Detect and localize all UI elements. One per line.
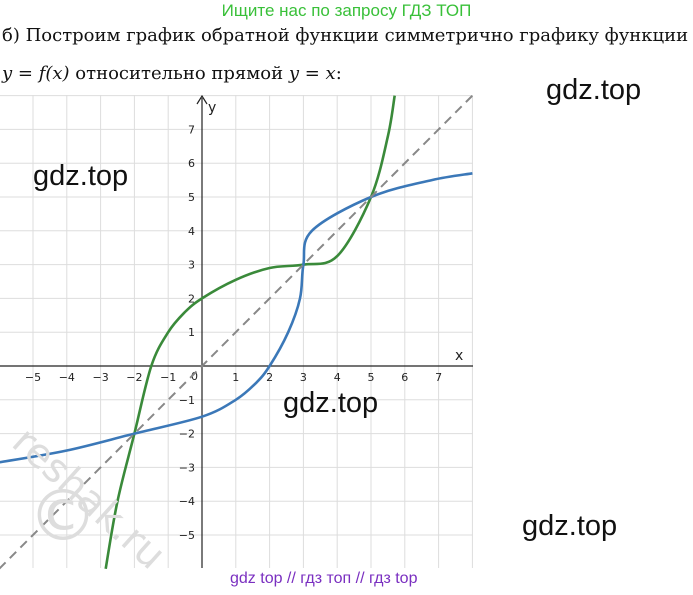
x-tick-label: 7 [435, 371, 442, 384]
series-line-blue [0, 172, 473, 464]
x-tick-label: −1 [160, 371, 176, 384]
x-tick-label: −2 [126, 371, 142, 384]
formula-y-fx: y = f(x) [2, 63, 70, 84]
axes: x y 0 [0, 94, 473, 568]
series [0, 94, 474, 570]
bottom-links: gdz top // гдз топ // гдз top [230, 570, 418, 587]
watermark-top-right: gdz.top [546, 74, 642, 106]
y-tick-label: 6 [188, 157, 195, 170]
x-tick-label: 6 [401, 371, 408, 384]
x-tick-label: 2 [266, 371, 273, 384]
x-tick-label: −3 [92, 371, 108, 384]
formula-y-x: y = x [288, 63, 336, 84]
line-y-equals-x [0, 94, 474, 570]
y-axis-arrow [196, 94, 208, 105]
y-tick-label: −4 [179, 495, 195, 508]
copyright-watermark: © [28, 475, 98, 557]
y-tick-label: −5 [179, 529, 195, 542]
y-tick-label: 4 [188, 225, 195, 238]
x-tick-label: 1 [232, 371, 239, 384]
text-line-2: y = f(x) относительно прямой y = x: [2, 63, 342, 84]
top-banner: Ищите нас по запросу ГДЗ ТОП [221, 1, 472, 20]
text-line-1: б) Построим график обратной функции симм… [2, 25, 689, 46]
x-tick-label: −4 [59, 371, 75, 384]
y-tick-label: 5 [188, 191, 195, 204]
watermark-left: gdz.top [33, 160, 129, 192]
grid [0, 95, 473, 568]
origin-label: 0 [191, 370, 198, 383]
text-colon: : [335, 63, 342, 84]
y-tick-label: 3 [188, 259, 195, 272]
x-axis-label: x [455, 348, 463, 364]
y-tick-label: −3 [179, 461, 195, 474]
watermark-bottom-right: gdz.top [522, 510, 618, 542]
y-tick-label: −2 [179, 428, 195, 441]
x-tick-label: 4 [334, 371, 341, 384]
x-tick-label: −5 [25, 371, 41, 384]
y-tick-label: −1 [179, 394, 195, 407]
y-tick-label: 7 [188, 123, 195, 136]
y-tick-label: 1 [188, 326, 195, 339]
x-tick-label: 5 [368, 371, 375, 384]
watermark-center: gdz.top [283, 387, 379, 419]
text-relative: относительно прямой [69, 63, 289, 84]
tick-labels: −5 −4 −3 −2 −1 1 2 3 4 5 6 7 −5 −4 −3 −2 −1 1 2 3 4 5 6 7 [25, 123, 442, 542]
y-axis-label: y [208, 100, 216, 116]
x-tick-label: 3 [300, 371, 307, 384]
y-tick-label: 2 [188, 292, 195, 305]
